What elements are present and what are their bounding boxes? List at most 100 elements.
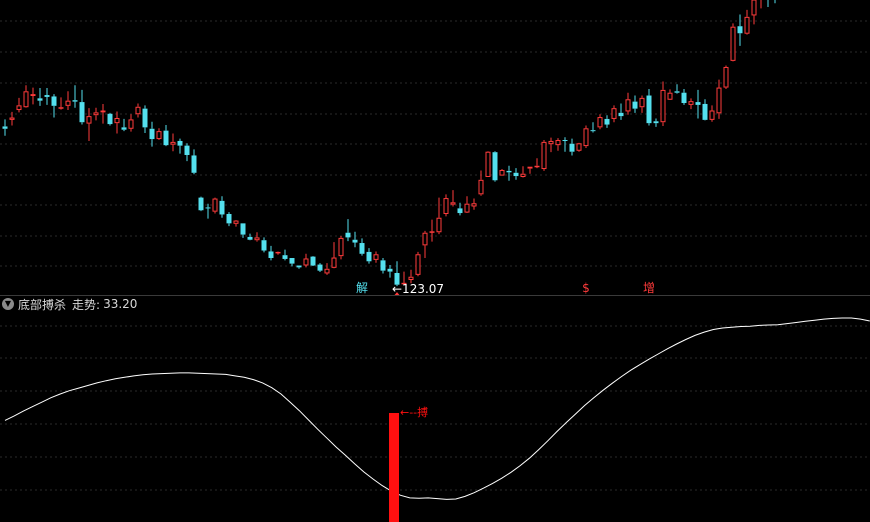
candle xyxy=(751,0,757,25)
candle xyxy=(499,169,505,176)
candle xyxy=(163,125,169,147)
candle xyxy=(422,230,428,259)
candle xyxy=(387,265,393,278)
candle xyxy=(737,14,743,46)
candle xyxy=(667,89,673,100)
candle xyxy=(338,236,344,260)
low-price-label: ←123.07 xyxy=(392,282,444,295)
candle xyxy=(380,258,386,274)
candle xyxy=(16,97,22,113)
candle xyxy=(23,85,29,108)
candle xyxy=(359,238,365,256)
candle xyxy=(457,202,463,216)
candle xyxy=(646,88,652,126)
candle xyxy=(191,149,197,175)
candle xyxy=(107,112,113,126)
candle xyxy=(177,138,183,154)
candle xyxy=(541,140,547,171)
candle xyxy=(660,81,666,126)
candle xyxy=(723,65,729,89)
candle xyxy=(478,170,484,196)
candle xyxy=(597,114,603,130)
candle xyxy=(401,271,407,286)
candle xyxy=(198,196,204,212)
candle xyxy=(184,143,190,162)
candle xyxy=(212,197,218,214)
candle xyxy=(219,196,225,218)
candle xyxy=(408,269,414,284)
candle xyxy=(681,88,687,105)
candle xyxy=(142,105,148,133)
candle xyxy=(767,0,769,8)
candle xyxy=(562,137,568,152)
collapse-chevron-icon[interactable]: ▼ xyxy=(2,298,14,310)
candle xyxy=(716,79,722,119)
candle xyxy=(730,23,736,62)
candle xyxy=(373,251,379,263)
candle xyxy=(135,103,141,118)
candle xyxy=(268,245,274,261)
candle xyxy=(261,237,267,253)
candle xyxy=(590,122,596,133)
candle xyxy=(51,94,57,118)
indicator-name: 底部搏杀 xyxy=(18,297,67,312)
candle xyxy=(121,118,127,132)
candle xyxy=(9,111,15,126)
candle xyxy=(639,95,645,113)
candle xyxy=(30,87,36,105)
candle xyxy=(702,99,708,121)
indicator-chart[interactable]: ←--搏 xyxy=(0,296,870,522)
candle xyxy=(345,219,351,242)
candle xyxy=(254,232,260,242)
candle xyxy=(436,197,442,235)
candle xyxy=(744,9,750,35)
candlestick-chart[interactable]: ←123.07 解 $ 增 xyxy=(0,0,870,295)
candle xyxy=(548,137,554,153)
candle xyxy=(611,105,617,123)
candle xyxy=(296,265,302,269)
candle xyxy=(65,91,71,111)
candle xyxy=(760,0,762,9)
candle xyxy=(709,105,715,122)
candle xyxy=(632,95,638,113)
candle xyxy=(688,98,694,110)
candle xyxy=(149,121,155,147)
candle xyxy=(653,118,659,127)
candle xyxy=(415,251,421,277)
signal-bar-label: ←--搏 xyxy=(400,405,428,419)
candle xyxy=(205,203,211,219)
candle xyxy=(233,220,239,227)
candle xyxy=(464,196,470,214)
candle xyxy=(674,84,680,94)
signal-bar xyxy=(389,413,399,522)
candle xyxy=(520,166,526,178)
candle xyxy=(492,151,498,182)
candle xyxy=(289,258,295,267)
candle xyxy=(443,194,449,217)
candle xyxy=(128,114,134,132)
candle xyxy=(86,108,92,141)
candle xyxy=(394,261,400,287)
candle xyxy=(471,198,477,210)
candle xyxy=(2,119,8,136)
candle xyxy=(331,242,337,269)
candle xyxy=(72,85,78,108)
candle xyxy=(513,168,519,180)
candle xyxy=(352,231,358,248)
candle xyxy=(282,249,288,261)
candle xyxy=(310,256,316,266)
candle xyxy=(93,107,99,121)
candle xyxy=(555,138,561,151)
candle xyxy=(247,233,253,241)
indicator-header: ▼ 底部搏杀 走势: 33.20 xyxy=(2,296,137,312)
trend-label: 走势: xyxy=(72,297,101,312)
signal-marker: 增 xyxy=(643,281,655,295)
candle xyxy=(275,251,281,255)
candle xyxy=(774,0,776,4)
panel-divider xyxy=(0,295,870,296)
candle xyxy=(450,190,456,207)
candle xyxy=(534,158,540,169)
candle xyxy=(226,212,232,227)
candle xyxy=(569,138,575,156)
trend-line xyxy=(4,317,870,500)
